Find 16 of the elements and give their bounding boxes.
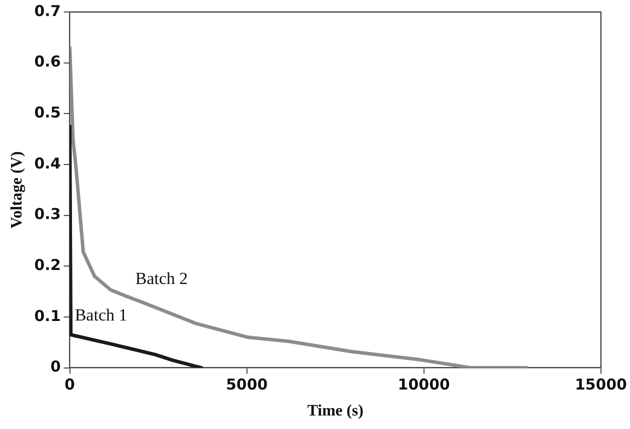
y-tick-label: 0.1 bbox=[34, 306, 61, 325]
y-tick-label: 0.2 bbox=[34, 256, 61, 274]
x-tick-label: 5000 bbox=[226, 376, 268, 394]
y-tick-label: 0.3 bbox=[34, 205, 61, 224]
y-tick-label: 0 bbox=[50, 358, 61, 376]
y-tick-label: 0.7 bbox=[34, 2, 61, 20]
annotation: Batch 1 bbox=[74, 306, 128, 325]
y-axis-title: Voltage (V) bbox=[8, 151, 26, 228]
x-tick-label: 15000 bbox=[574, 376, 627, 394]
x-tick-label: 10000 bbox=[398, 376, 450, 394]
y-tick-label: 0.5 bbox=[34, 104, 61, 122]
x-axis-title: Time (s) bbox=[307, 402, 364, 420]
y-tick-label: 0.4 bbox=[34, 154, 61, 172]
y-tick-label: 0.6 bbox=[34, 52, 61, 71]
annotation: Batch 2 bbox=[135, 269, 188, 288]
x-tick-label: 0 bbox=[64, 376, 75, 394]
